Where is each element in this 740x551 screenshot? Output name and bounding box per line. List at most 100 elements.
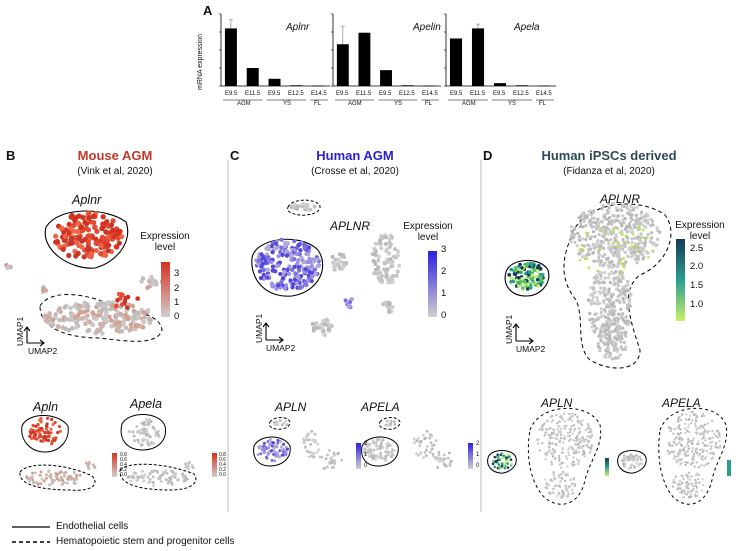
- umap-cell: [582, 452, 585, 455]
- umap-cell: [556, 433, 559, 436]
- umap-cell: [37, 435, 41, 439]
- umap-cell: [141, 476, 145, 480]
- umap-cell: [549, 433, 552, 437]
- umap-cell: [546, 451, 550, 454]
- umap-cell: [154, 433, 158, 437]
- umap-cell: [340, 458, 344, 462]
- umap-cell: [280, 448, 284, 452]
- umap-cell: [607, 206, 611, 210]
- umap2-label: UMAP2: [28, 346, 58, 356]
- umap-cell: [385, 446, 389, 450]
- umap-cell: [114, 303, 119, 309]
- umap-cell: [607, 210, 611, 214]
- umap-cell: [540, 273, 545, 277]
- umap-cell: [599, 276, 603, 280]
- umap-cell: [47, 470, 51, 474]
- umap-cell: [394, 273, 399, 278]
- umap-cell: [94, 316, 99, 322]
- umap-cell: [554, 437, 557, 440]
- umap-axes-d: [512, 323, 534, 345]
- umap-cell: [620, 244, 624, 248]
- umap-cell: [577, 252, 581, 256]
- umap-cell: [560, 496, 563, 500]
- umap-cell: [332, 262, 337, 267]
- umap-cell: [702, 448, 706, 452]
- umap-cell: [127, 430, 131, 434]
- umap-cell: [66, 477, 70, 481]
- umap-cell: [66, 221, 72, 227]
- umap-cell: [640, 241, 644, 245]
- tick-label: E11.5: [356, 91, 372, 97]
- umap-cell: [50, 417, 54, 421]
- umap-cell: [573, 429, 576, 432]
- umap-cell: [380, 438, 384, 442]
- cbar-small-tick: 0.6: [120, 457, 127, 463]
- umap-cell: [639, 212, 643, 216]
- umap-cell: [90, 213, 96, 219]
- umap-cell: [86, 210, 92, 216]
- cbar-tick: 2.5: [690, 243, 704, 254]
- umap-cell: [259, 452, 263, 456]
- umap-cell: [368, 442, 372, 446]
- umap-cell: [618, 278, 622, 282]
- cbar-small-tick: 0.8: [120, 452, 127, 458]
- umap-cell: [637, 464, 640, 467]
- umap-cell: [632, 232, 635, 236]
- umap-cell: [505, 456, 508, 460]
- umap-cell: [571, 447, 575, 450]
- umap-cell: [573, 463, 576, 466]
- umap-cell: [603, 271, 607, 275]
- umap-cell: [615, 320, 619, 324]
- umap-cell: [578, 225, 582, 229]
- umap-cell: [296, 265, 302, 270]
- umap-cell: [607, 242, 611, 246]
- umap-cell: [31, 430, 35, 434]
- umap-cell: [706, 431, 709, 434]
- tick-label: E9.5: [379, 91, 392, 97]
- umap-cell: [132, 476, 136, 480]
- umap-cell: [682, 477, 685, 481]
- colorbar-d-small-left: [605, 458, 609, 476]
- umap-cell: [268, 443, 272, 447]
- umap-cell: [703, 464, 706, 467]
- umap-cell: [695, 427, 699, 431]
- umap-cell: [374, 441, 378, 445]
- umap-cell: [718, 433, 721, 437]
- umap-cell: [700, 414, 703, 418]
- umap-cell: [332, 454, 336, 457]
- umap-cell: [311, 259, 317, 264]
- umap-cell: [687, 447, 691, 451]
- umap-cell: [599, 239, 603, 244]
- umap-cell: [54, 238, 60, 245]
- umap-cell: [614, 316, 618, 320]
- umap-cell: [587, 427, 590, 430]
- group-label: YS: [283, 101, 292, 107]
- umap-cell: [550, 431, 554, 435]
- umap-cell: [617, 312, 621, 316]
- umap-cell: [310, 274, 315, 279]
- umap-cell: [596, 269, 599, 273]
- panel-b-letter: B: [6, 148, 16, 163]
- umap-cell: [624, 330, 628, 334]
- umap-cell: [571, 482, 574, 485]
- umap-cell: [585, 438, 588, 441]
- umap-cell: [75, 220, 82, 226]
- panel-c-title: Human AGM: [316, 148, 394, 163]
- umap-cell: [565, 424, 568, 427]
- umap-cell: [344, 302, 349, 307]
- umap-cell: [151, 480, 155, 484]
- umap-cell: [612, 241, 615, 245]
- umap-cell: [386, 251, 391, 256]
- umap-cell: [33, 433, 38, 437]
- umap-cell: [549, 415, 552, 418]
- umap-cell: [615, 349, 619, 354]
- umap-cell: [73, 481, 77, 485]
- umap-cell: [130, 316, 135, 322]
- umap-cell: [643, 214, 647, 219]
- endothelial-outline-d-left: [487, 450, 517, 474]
- umap-cell: [633, 241, 637, 246]
- umap-cell: [266, 439, 270, 443]
- hspc-outline-c-right-top: [378, 417, 401, 430]
- umap-cell: [143, 430, 147, 434]
- umap-cell: [607, 347, 611, 351]
